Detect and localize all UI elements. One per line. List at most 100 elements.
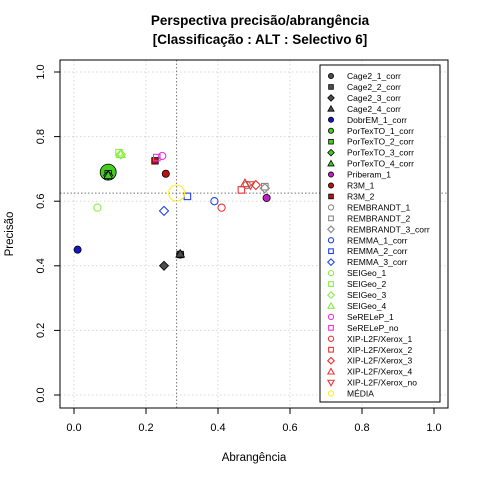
y-tick-label: 0.2 xyxy=(35,323,47,338)
legend-marker xyxy=(326,225,336,234)
legend-marker xyxy=(327,313,335,321)
data-point xyxy=(73,245,82,254)
legend-entry: Cage2_2_corr xyxy=(347,82,401,92)
data-point xyxy=(210,197,219,206)
legend-marker xyxy=(327,94,335,102)
legend-marker xyxy=(326,356,336,365)
y-tick-label: 0.4 xyxy=(35,258,47,273)
y-tick-label: 0.0 xyxy=(35,387,47,402)
legend: Cage2_1_corrCage2_2_corrCage2_3_corrCage… xyxy=(319,64,441,403)
x-tick-label: 0.2 xyxy=(138,422,153,434)
data-point xyxy=(259,183,271,194)
legend-entry: SeRELeP_no xyxy=(347,323,399,333)
legend-entry: SEIGeo_1 xyxy=(347,268,386,278)
legend-entry: MÉDIA xyxy=(347,389,374,399)
legend-entry: REMMA_1_corr xyxy=(347,235,408,245)
legend-marker xyxy=(327,390,335,397)
legend-entry: DobrEM_1_corr xyxy=(347,115,407,125)
legend-entry: XIP-L2F/Xerox_1 xyxy=(347,334,412,344)
legend-marker xyxy=(327,159,335,167)
legend-marker xyxy=(328,193,334,200)
legend-entry: REMBRANDT_1 xyxy=(347,202,411,212)
data-point xyxy=(168,184,186,202)
data-point xyxy=(262,193,271,202)
legend-marker xyxy=(328,215,334,222)
data-point xyxy=(217,203,226,212)
legend-entry: SEIGeo_2 xyxy=(347,279,386,289)
legend-entry: XIP-L2F/Xerox_no xyxy=(347,378,417,388)
legend-entry: REMMA_2_corr xyxy=(347,246,408,256)
legend-entry: R3M_1 xyxy=(347,181,375,191)
chart-title-line1: Perspectiva precisão/abrangência xyxy=(151,13,370,28)
legend-marker xyxy=(326,290,336,300)
legend-entry: REMBRANDT_3_corr xyxy=(347,224,430,234)
legend-marker xyxy=(326,367,336,375)
data-point xyxy=(158,205,170,217)
y-axis-label: Precisão xyxy=(4,212,16,257)
legend-marker xyxy=(328,248,334,255)
legend-marker xyxy=(326,379,336,387)
legend-marker xyxy=(327,269,335,277)
legend-marker xyxy=(327,104,335,112)
x-axis: 0.0 0.2 0.4 0.6 0.8 1.0 xyxy=(66,407,442,434)
legend-entry: Cage2_1_corr xyxy=(347,71,401,81)
legend-entry: XIP-L2F/Xerox_2 xyxy=(347,345,412,355)
y-tick-label: 0.6 xyxy=(35,194,47,209)
legend-marker xyxy=(327,171,334,178)
legend-marker xyxy=(327,148,335,157)
x-tick-label: 0.4 xyxy=(210,422,225,434)
legend-marker xyxy=(327,73,334,80)
legend-entry: REMBRANDT_2 xyxy=(347,213,411,223)
legend-marker xyxy=(328,346,334,353)
legend-marker xyxy=(328,324,334,331)
data-point xyxy=(183,192,192,201)
legend-marker xyxy=(328,138,334,145)
data-point xyxy=(93,203,102,212)
legend-marker xyxy=(327,335,335,342)
y-axis: 0.0 0.2 0.4 0.6 0.8 1.0 xyxy=(35,64,61,403)
legend-marker xyxy=(327,237,335,244)
data-point xyxy=(115,148,127,159)
x-axis-label: Abrangência xyxy=(222,452,287,464)
legend-box xyxy=(319,64,441,403)
legend-marker xyxy=(327,127,334,134)
x-tick-label: 0.6 xyxy=(282,422,297,434)
data-point xyxy=(175,248,186,258)
legend-entry: PorTexTO_3_corr xyxy=(347,148,414,158)
legend-entry: Cage2_3_corr xyxy=(347,93,401,103)
data-point xyxy=(158,151,167,161)
legend-marker xyxy=(328,84,334,90)
legend-entry: PorTexTO_2_corr xyxy=(347,137,414,147)
legend-marker xyxy=(327,116,334,123)
legend-entry: PorTexTO_1_corr xyxy=(347,126,414,136)
data-point xyxy=(245,181,256,191)
x-tick-label: 0.0 xyxy=(66,422,81,434)
legend-marker xyxy=(327,204,335,211)
data-point xyxy=(103,170,114,180)
legend-marker xyxy=(328,281,334,287)
data-point xyxy=(158,260,170,271)
legend-entry: SEIGeo_4 xyxy=(347,301,386,311)
legend-entry: SeRELeP_1 xyxy=(347,312,394,322)
legend-entry: XIP-L2F/Xerox_3 xyxy=(347,356,412,366)
legend-entry: PorTexTO_4_corr xyxy=(347,159,414,169)
legend-entry: REMMA_3_corr xyxy=(347,257,408,267)
x-tick-label: 0.8 xyxy=(354,422,369,434)
legend-entry: Priberam_1 xyxy=(347,170,391,180)
y-tick-label: 1.0 xyxy=(35,64,47,79)
data-point xyxy=(161,169,170,178)
legend-entry: XIP-L2F/Xerox_4 xyxy=(347,367,412,377)
legend-marker xyxy=(326,301,336,309)
chart-title-line2: [Classificação : ALT : Selectivo 6] xyxy=(153,32,368,47)
data-point xyxy=(115,149,127,160)
data-points xyxy=(73,148,271,271)
data-point xyxy=(250,179,262,191)
grid xyxy=(60,60,448,408)
legend-marker xyxy=(327,182,334,189)
legend-entry: Cage2_4_corr xyxy=(347,104,401,114)
legend-marker xyxy=(326,258,336,267)
data-point xyxy=(153,153,161,162)
legend-entry: SEIGeo_3 xyxy=(347,290,386,300)
y-tick-label: 0.8 xyxy=(35,129,47,144)
